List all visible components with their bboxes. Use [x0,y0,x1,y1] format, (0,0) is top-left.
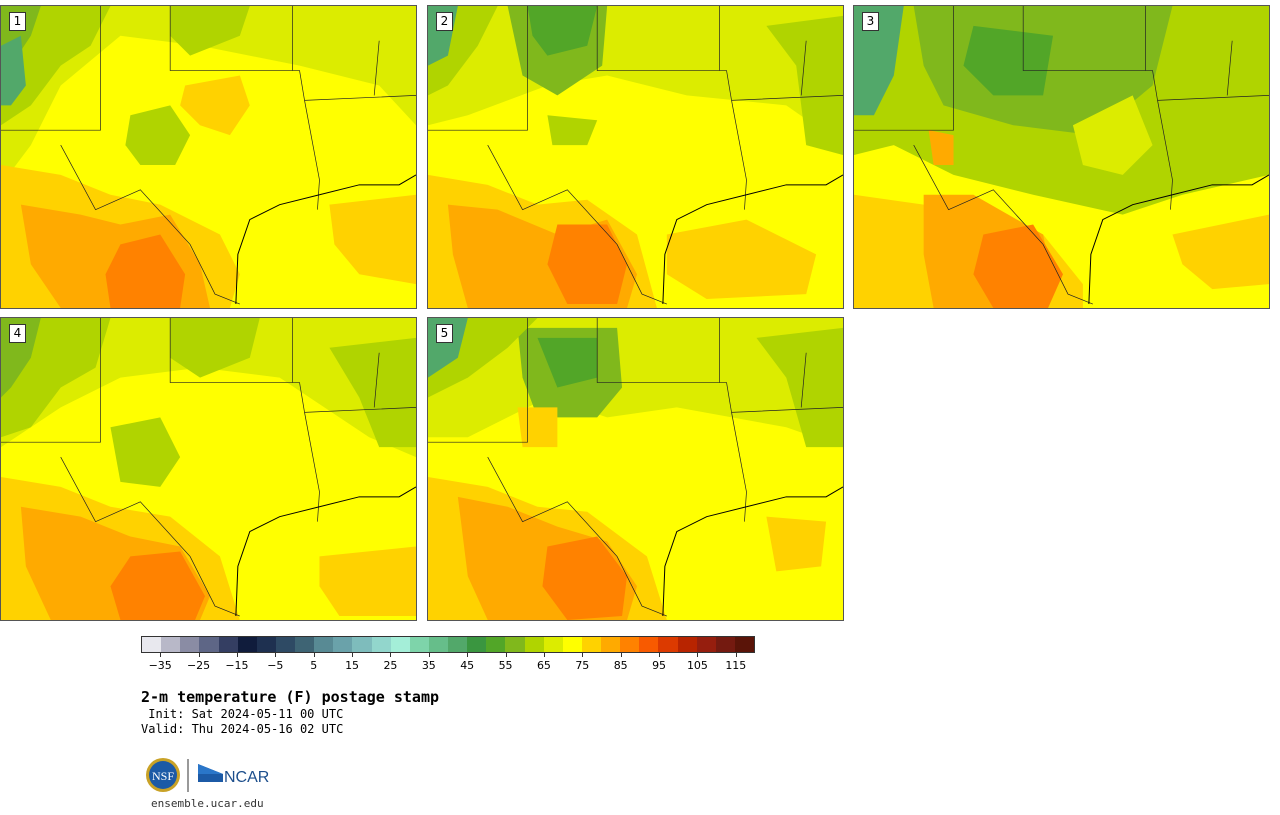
temperature-map-3 [854,6,1269,308]
ncar-logo-icon: NCAR [198,764,269,786]
colorbar-tick [352,653,354,657]
colorbar-swatch [371,637,391,652]
colorbar-swatch [314,637,334,652]
colorbar-tick [313,653,315,657]
map-panel-5[interactable]: 5 [427,317,844,621]
colorbar-swatch [218,637,238,652]
colorbar-swatch [486,637,506,652]
colorbar-tick-label: −15 [225,659,249,672]
colorbar-swatch [295,637,315,652]
colorbar-tick [236,653,238,657]
colorbar-tick-label: 25 [383,659,398,672]
colorbar-swatch [601,637,621,652]
colorbar-swatch [428,637,448,652]
panel-number-label: 4 [9,324,26,343]
site-url: ensemble.ucar.edu [151,797,264,810]
temperature-map-1 [1,6,416,308]
panel-number-label: 3 [862,12,879,31]
chart-title: 2-m temperature (F) postage stamp [141,688,440,706]
colorbar-swatch [639,637,659,652]
colorbar-tick [275,653,277,657]
colorbar-swatch [161,637,181,652]
colorbar-swatch [256,637,276,652]
map-panel-3[interactable]: 3 [853,5,1270,309]
colorbar-tick [659,653,661,657]
colorbar-swatch [390,637,410,652]
nsf-seal-icon: NSF [146,758,180,792]
colorbar-tick [428,653,430,657]
colorbar-tick [582,653,584,657]
colorbar-tick-label: 55 [498,659,513,672]
colorbar-tick-label: 45 [460,659,475,672]
colorbar-swatch [199,637,219,652]
colorbar-tick-label: −35 [148,659,172,672]
temperature-map-4 [1,318,416,620]
colorbar-swatch [543,637,563,652]
colorbar-tick [543,653,545,657]
colorbar-tick-label: 35 [421,659,436,672]
colorbar-swatch [505,637,525,652]
colorbar-tick-label: 105 [686,659,708,672]
colorbar-tick-label: −5 [267,659,284,672]
colorbar-tick [160,653,162,657]
colorbar-tick [735,653,737,657]
panel-number-label: 2 [436,12,453,31]
colorbar-swatch [715,637,735,652]
map-panel-1[interactable]: 1 [0,5,417,309]
colorbar-swatch [142,637,162,652]
colorbar-tick-label: 115 [725,659,747,672]
panel-number-label: 5 [436,324,453,343]
ncar-logo-text: NCAR [224,769,269,786]
colorbar-swatch [524,637,544,652]
nsf-ncar-logo: NSF NCAR [146,758,269,792]
colorbar-swatch [562,637,582,652]
map-panel-2[interactable]: 2 [427,5,844,309]
colorbar-tick-label: 95 [652,659,667,672]
colorbar-swatch [448,637,468,652]
colorbar-tick [505,653,507,657]
colorbar-tick [467,653,469,657]
colorbar-ticks: −35 −25 −15 −5 5 15 25 35 45 55 65 75 85 95 105 115 [141,653,755,673]
colorbar-swatch [620,637,640,652]
temperature-map-5 [428,318,843,620]
colorbar-tick [390,653,392,657]
colorbar-swatch [180,637,200,652]
nsf-logo-text: NSF [152,769,174,783]
colorbar-swatch [409,637,429,652]
temperature-map-2 [428,6,843,308]
colorbar-tick-label: 75 [575,659,590,672]
colorbar-swatch [352,637,372,652]
colorbar-swatch [275,637,295,652]
colorbar-tick [697,653,699,657]
temperature-colorbar [141,636,755,653]
colorbar-tick [198,653,200,657]
colorbar-swatch [658,637,678,652]
colorbar-tick [620,653,622,657]
colorbar-swatch [677,637,697,652]
panel-number-label: 1 [9,12,26,31]
colorbar-tick-label: 65 [536,659,551,672]
colorbar-tick-label: −25 [186,659,211,672]
colorbar-swatch [581,637,601,652]
colorbar-swatch [333,637,353,652]
colorbar-tick-label: 85 [613,659,628,672]
colorbar-swatch [734,637,754,652]
valid-time: Valid: Thu 2024-05-16 02 UTC [141,722,344,736]
colorbar-swatch [237,637,257,652]
colorbar-swatch [696,637,716,652]
map-panel-4[interactable]: 4 [0,317,417,621]
colorbar-tick-label: 15 [345,659,360,672]
colorbar-tick-label: 5 [310,659,318,672]
colorbar-swatch [467,637,487,652]
init-time: Init: Sat 2024-05-11 00 UTC [141,707,344,721]
